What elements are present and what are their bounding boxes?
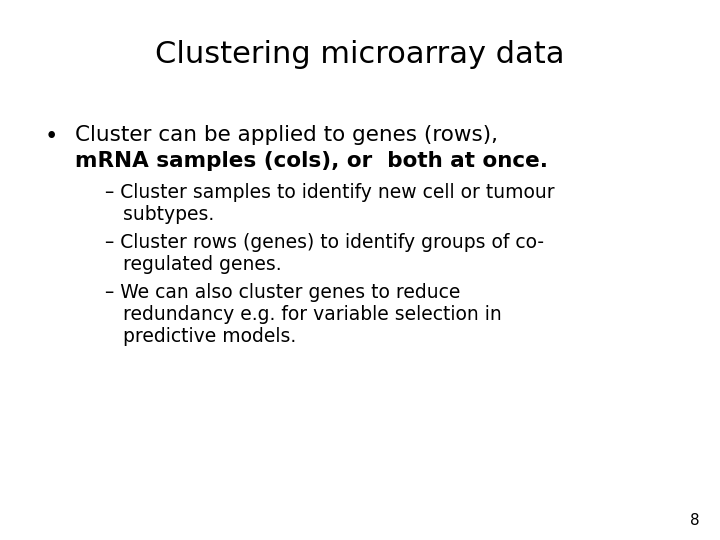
Text: •: • [45,125,58,148]
Text: – Cluster rows (genes) to identify groups of co-: – Cluster rows (genes) to identify group… [105,233,544,252]
Text: regulated genes.: regulated genes. [105,255,282,274]
Text: predictive models.: predictive models. [105,327,296,346]
Text: Cluster can be applied to genes (rows),: Cluster can be applied to genes (rows), [75,125,498,145]
Text: redundancy e.g. for variable selection in: redundancy e.g. for variable selection i… [105,305,502,324]
Text: subtypes.: subtypes. [105,205,215,224]
Text: mRNA samples (cols), or  both at once.: mRNA samples (cols), or both at once. [75,151,548,171]
Text: 8: 8 [690,513,700,528]
Text: Clustering microarray data: Clustering microarray data [156,40,564,69]
Text: – Cluster samples to identify new cell or tumour: – Cluster samples to identify new cell o… [105,183,554,202]
Text: – We can also cluster genes to reduce: – We can also cluster genes to reduce [105,283,460,302]
